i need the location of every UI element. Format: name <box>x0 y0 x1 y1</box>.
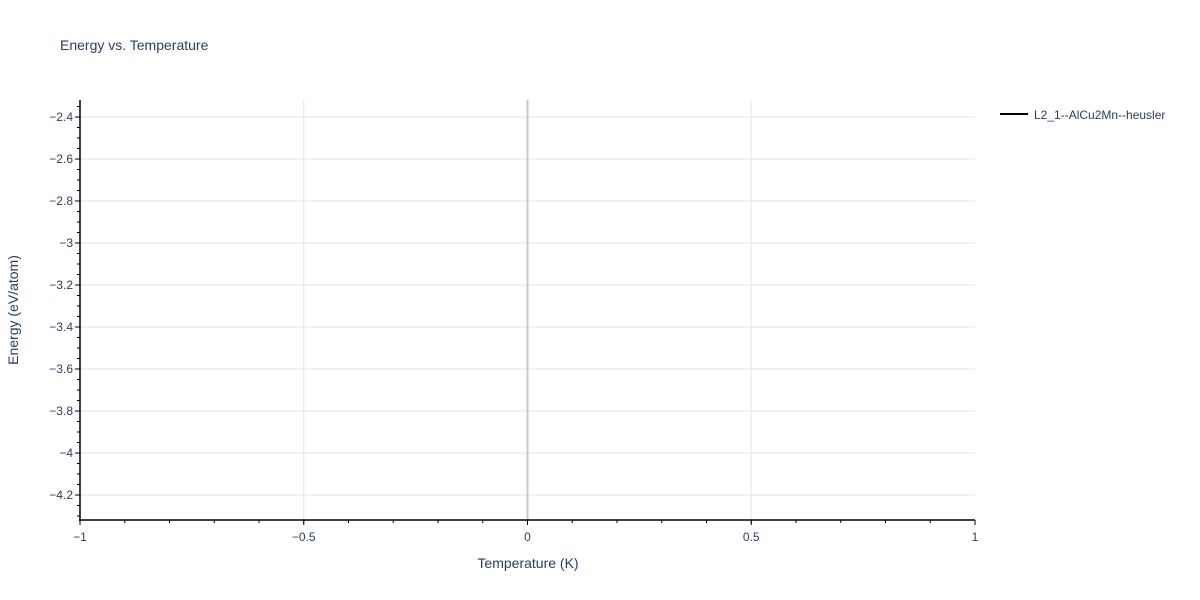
y-tick-label: −2.4 <box>49 110 73 124</box>
x-tick-label: −1 <box>73 530 87 544</box>
x-tick-label: −0.5 <box>292 530 316 544</box>
x-tick-label: 1 <box>972 530 979 544</box>
y-tick-label: −3 <box>59 236 73 250</box>
y-tick-label: −4 <box>59 446 73 460</box>
y-tick-label: −3.6 <box>49 362 73 376</box>
axes: −2.4 −2.6 −2.8 −3 −3.2 −3.4 −3.6 −3.8 −4 −4.2 −1 −0… <box>49 100 979 544</box>
x-tick-label: 0.5 <box>743 530 760 544</box>
y-tick-label: −2.8 <box>49 194 73 208</box>
y-axis-label: Energy (eV/atom) <box>5 255 21 365</box>
y-tick-label: −4.2 <box>49 488 73 502</box>
y-tick-label: −3.4 <box>49 320 73 334</box>
grid <box>80 100 975 520</box>
x-tick-label: 0 <box>524 530 531 544</box>
chart-title: Energy vs. Temperature <box>60 37 209 53</box>
x-axis-label: Temperature (K) <box>477 555 578 571</box>
y-tick-label: −3.8 <box>49 404 73 418</box>
y-tick-label: −2.6 <box>49 152 73 166</box>
legend-item-label[interactable]: L2_1--AlCu2Mn--heusler <box>1034 108 1165 122</box>
y-tick-label: −3.2 <box>49 278 73 292</box>
legend[interactable]: L2_1--AlCu2Mn--heusler <box>1000 108 1165 122</box>
